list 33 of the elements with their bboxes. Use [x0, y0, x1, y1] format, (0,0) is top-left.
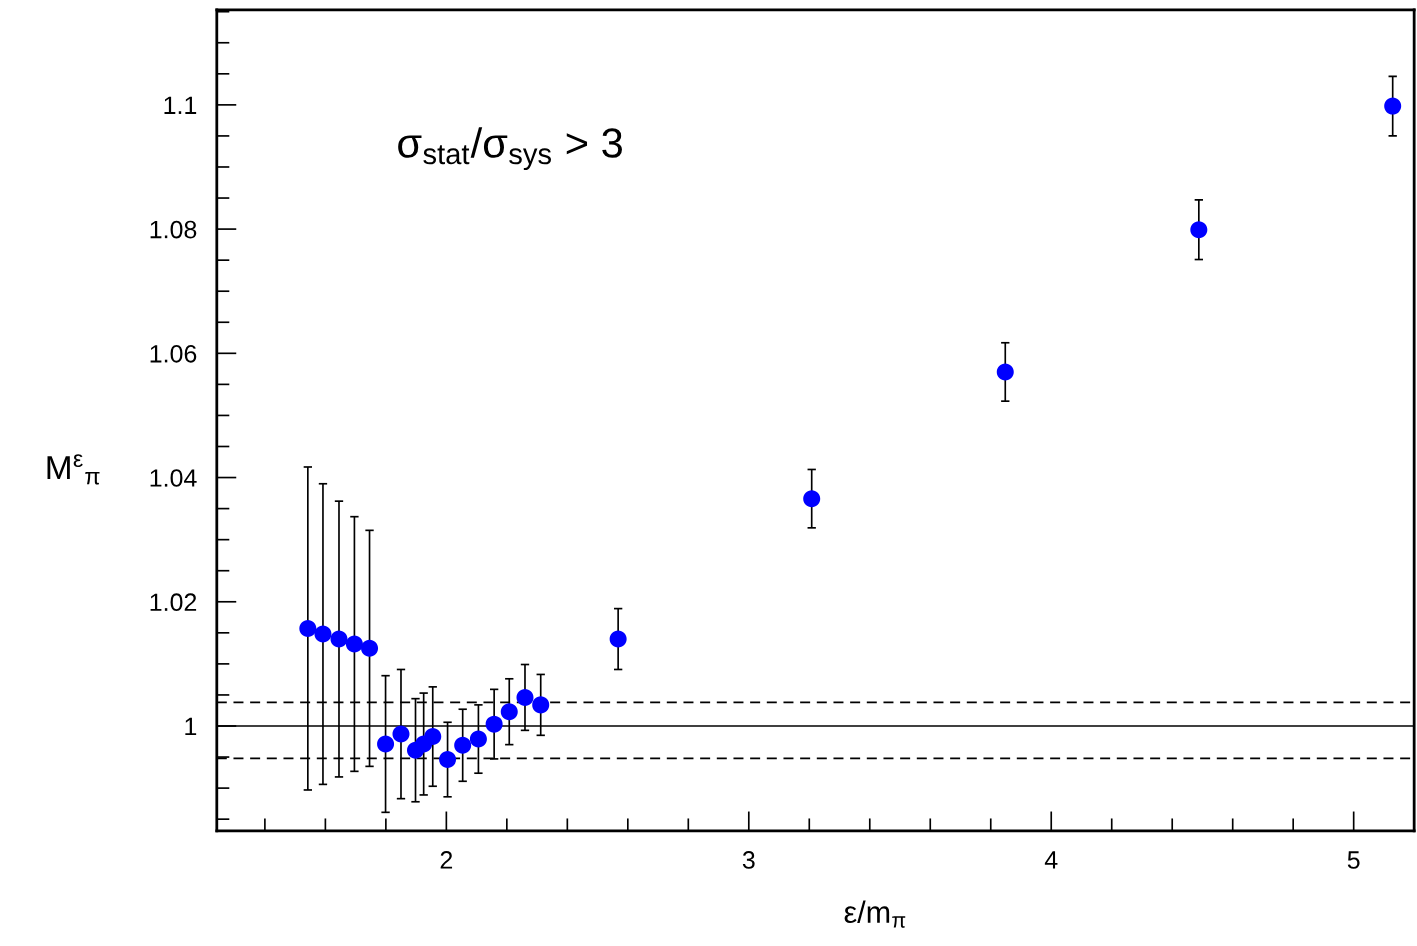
x-tick-label: 2: [440, 851, 453, 869]
point: [392, 725, 410, 743]
point: [500, 703, 518, 721]
point: [516, 688, 534, 706]
y-tick-label: 1.06: [150, 344, 197, 363]
point: [345, 635, 363, 653]
point: [377, 735, 395, 753]
y-axis-title: M$^{ε}$$_{π}$: [47, 454, 100, 485]
point: [1190, 221, 1208, 239]
y-tick-label: 1.04: [150, 469, 197, 487]
x-tick-label: 3: [742, 851, 755, 869]
point: [314, 625, 332, 643]
point: [439, 751, 457, 769]
point: [996, 363, 1014, 381]
point: [299, 619, 317, 637]
point: [803, 490, 821, 508]
point: [485, 715, 503, 733]
x-tick-label: 4: [1044, 851, 1058, 869]
y-tick-label: 1.08: [150, 220, 197, 239]
point: [469, 730, 487, 748]
y-tick-label: 1: [185, 717, 197, 736]
point: [532, 696, 550, 714]
point: [361, 639, 379, 657]
point: [424, 728, 442, 746]
point: [609, 630, 627, 648]
x-tick-label: 5: [1347, 851, 1360, 869]
point: [454, 736, 472, 754]
point: [1384, 97, 1402, 115]
y-tick-label: 1.02: [150, 593, 197, 612]
point: [330, 630, 348, 648]
x-axis-title: ε/m$_{π}$: [844, 900, 906, 928]
annotation: σ$_{stat}$/σ$_{sys}$ > 3: [398, 127, 622, 171]
y-tick-label: 1.1: [164, 96, 197, 114]
